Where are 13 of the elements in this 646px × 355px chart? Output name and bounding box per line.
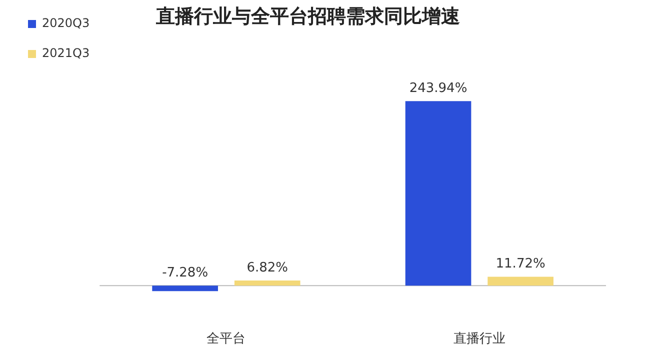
- x-tick-label: 直播行业: [453, 332, 506, 347]
- data-label: -7.28%: [162, 265, 208, 280]
- data-label: 6.82%: [246, 260, 288, 276]
- x-tick-label: 全平台: [206, 332, 246, 347]
- data-label: 11.72%: [496, 256, 546, 272]
- bar: [152, 286, 218, 292]
- bar: [405, 101, 472, 286]
- bar: [488, 276, 554, 286]
- bar: [234, 280, 300, 286]
- data-label: 243.94%: [409, 81, 468, 96]
- legend-label: 2020Q3: [42, 16, 90, 30]
- legend-label: 2021Q3: [42, 46, 90, 60]
- chart-title: 直播行业与全平台招聘需求同比增速: [155, 5, 460, 28]
